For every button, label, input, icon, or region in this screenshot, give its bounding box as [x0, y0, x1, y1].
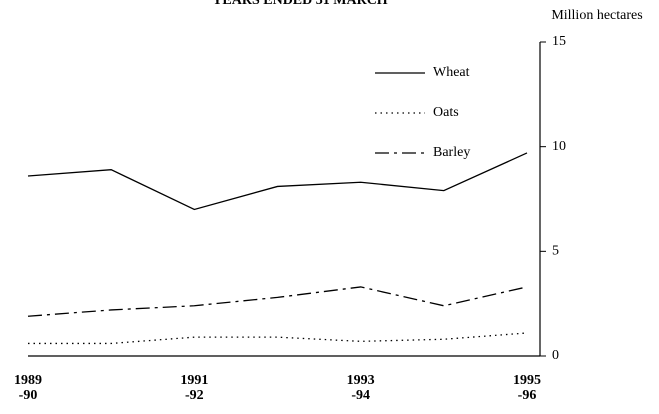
line-series — [27, 152, 528, 211]
chart-title: YEARS ENDED 31 MARCH — [212, 0, 388, 8]
y-tick-label: 0 — [552, 348, 559, 363]
x-tick-label: 1995 -96 — [513, 373, 541, 403]
line-series — [28, 332, 528, 345]
x-tick-label: 1989 -90 — [14, 373, 42, 403]
y-tick-label: 15 — [552, 34, 566, 49]
y-axis-label: Million hectares — [551, 8, 642, 23]
y-tick-label: 5 — [552, 244, 559, 259]
legend-label: Wheat — [433, 65, 470, 80]
y-tick-label: 10 — [552, 139, 566, 154]
line-series — [27, 286, 528, 317]
legend-label: Oats — [433, 105, 459, 120]
x-tick-label: 1991 -92 — [180, 373, 209, 403]
legend-label: Barley — [433, 145, 470, 160]
x-tick-label: 1993 -94 — [346, 373, 375, 403]
